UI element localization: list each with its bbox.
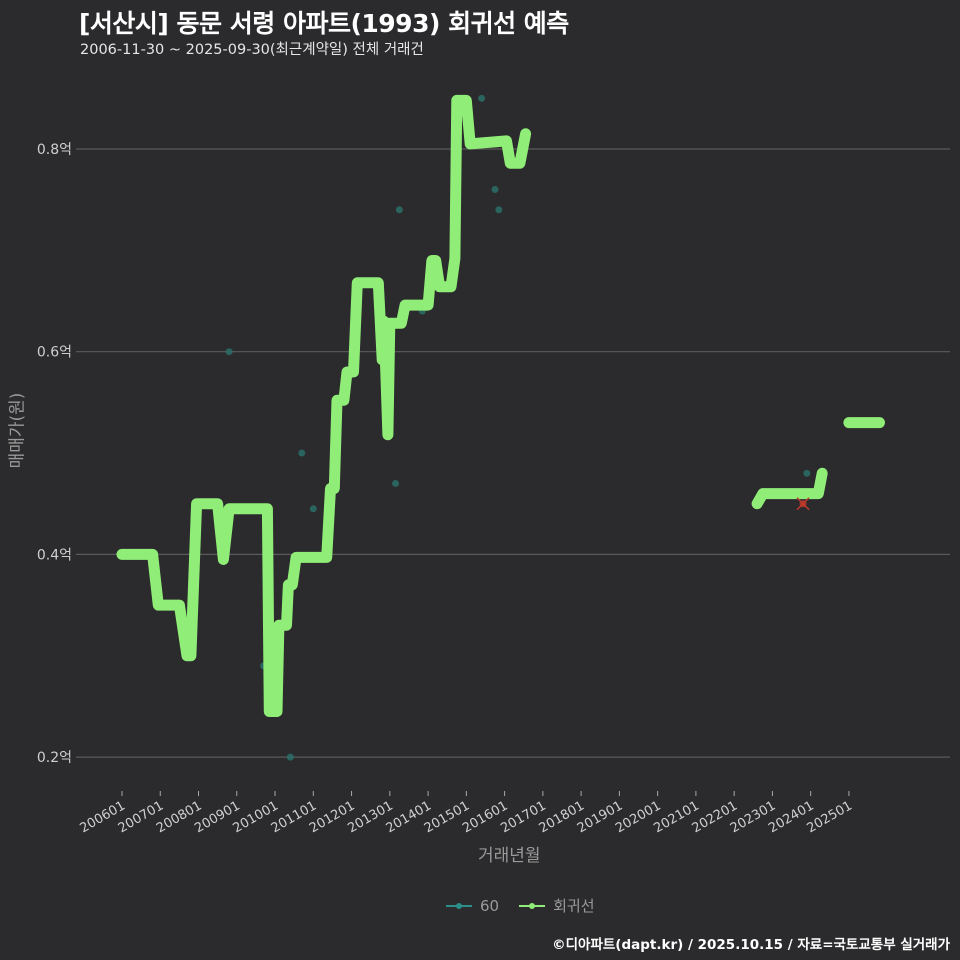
data-point: [225, 348, 233, 356]
legend-point-line-icon: [519, 899, 546, 913]
legend-item-regression: 회귀선: [519, 895, 595, 916]
x-axis-title: 거래년월: [478, 846, 541, 866]
data-point: [298, 449, 306, 457]
regression-line: [116, 94, 885, 717]
data-point: [286, 753, 294, 761]
x-axis-ticks: 2006012007012008012009012010012011012012…: [78, 791, 855, 836]
data-point: [392, 479, 400, 487]
y-axis-ticks: 0.2억 0.4억 0.6억 0.8억: [37, 142, 72, 766]
y-tick-label: 0.6억: [37, 345, 72, 361]
gridlines: [76, 148, 950, 758]
legend: 60 회귀선: [446, 895, 609, 916]
data-point: [478, 94, 486, 102]
legend-label: 회귀선: [553, 897, 595, 915]
y-axis-title: 매매가(원): [7, 392, 28, 469]
data-point: [803, 469, 811, 477]
data-point: [491, 186, 499, 194]
source-credit: ©디아파트(dapt.kr) / 2025.10.15 / 자료=국토교통부 실…: [552, 937, 950, 953]
data-point: [495, 206, 503, 214]
y-tick-label: 0.2억: [37, 750, 72, 766]
legend-label: 60: [480, 896, 500, 915]
y-tick-label: 0.4억: [37, 547, 72, 563]
y-tick-label: 0.8억: [37, 142, 72, 158]
legend-item-60: 60: [446, 897, 499, 915]
scatter-points-60: [225, 94, 811, 761]
regression-segment: [116, 94, 532, 717]
data-point: [309, 505, 317, 513]
regression-segment: [751, 467, 828, 510]
chart-subtitle: 2006-11-30 ~ 2025-09-30(최근계약일) 전체 거래건: [80, 42, 424, 58]
chart-title: [서산시] 동문 서령 아파트(1993) 회귀선 예측: [79, 9, 569, 38]
data-point: [395, 206, 403, 214]
latest-trade-marker-icon: [796, 497, 810, 511]
legend-point-line-icon: [446, 899, 472, 913]
